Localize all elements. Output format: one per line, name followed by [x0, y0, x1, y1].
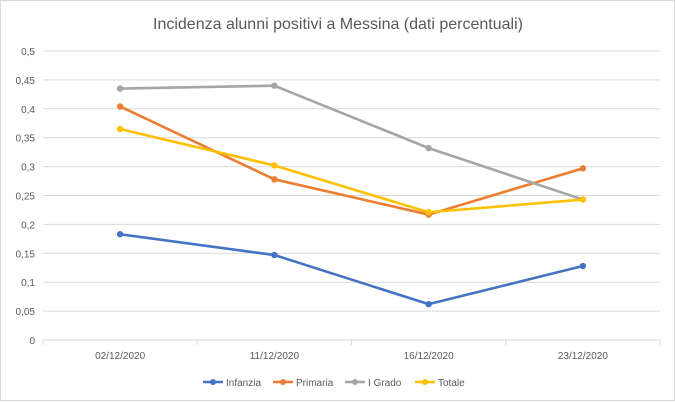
series-i-grado — [116, 82, 587, 203]
x-tick-label: 23/12/2020 — [558, 351, 608, 362]
y-tick-label: 0,3 — [21, 163, 35, 174]
data-point — [579, 262, 587, 270]
series-totale — [116, 125, 587, 216]
legend-item: Totale — [415, 378, 465, 389]
y-tick-label: 0,1 — [21, 278, 35, 289]
data-point — [271, 82, 278, 89]
y-tick-label: 0,2 — [21, 220, 35, 231]
series-line — [118, 105, 585, 216]
y-tick-label: 0,4 — [21, 105, 35, 116]
data-point — [116, 125, 124, 133]
x-tick-label: 16/12/2020 — [404, 351, 454, 362]
data-point — [271, 251, 278, 259]
data-point — [425, 209, 432, 216]
x-tick-label: 11/12/2020 — [250, 351, 300, 362]
y-tick-label: 0 — [29, 336, 35, 347]
data-point — [425, 300, 432, 308]
data-point — [271, 162, 278, 169]
legend-label: Totale — [438, 378, 465, 389]
data-point — [116, 103, 124, 110]
data-point — [271, 176, 278, 183]
legend-swatch-marker — [210, 379, 216, 385]
legend-swatch-marker — [422, 379, 428, 385]
y-tick-label: 0,5 — [21, 47, 35, 58]
y-tick-label: 0,05 — [16, 307, 36, 318]
legend-item: Primaria — [273, 378, 334, 389]
series-primaria — [116, 103, 587, 218]
data-point — [579, 165, 587, 172]
series-line — [118, 127, 585, 214]
data-point — [116, 85, 124, 92]
series-infanzia — [116, 231, 587, 308]
legend-label: Primaria — [296, 378, 334, 389]
y-tick-label: 0,15 — [16, 249, 36, 260]
legend-item: Infanzia — [203, 378, 261, 389]
series-line — [118, 232, 585, 306]
legend-item: I Grado — [345, 378, 402, 389]
legend-swatch-marker — [352, 379, 358, 385]
series-lines — [116, 82, 587, 308]
legend-swatch-marker — [280, 379, 286, 385]
chart-title: Incidenza alunni positivi a Messina (dat… — [153, 16, 523, 33]
y-tick-label: 0,45 — [16, 76, 36, 87]
data-point — [116, 231, 124, 238]
legend: Infanzia Primaria I Grado Totale — [203, 378, 465, 389]
x-tick-label: 02/12/2020 — [95, 351, 145, 362]
legend-label: I Grado — [368, 378, 402, 389]
axes: 0 0,05 0,1 0,15 0,2 0,25 0,3 0,35 0,4 0,45 0,5 02/1… — [16, 47, 661, 362]
y-tick-label: 0,35 — [16, 134, 36, 145]
series-line — [118, 84, 585, 201]
y-tick-label: 0,25 — [16, 192, 36, 203]
gridlines — [43, 50, 660, 341]
data-point — [579, 196, 587, 203]
data-point — [425, 144, 432, 152]
legend-label: Infanzia — [226, 378, 261, 389]
